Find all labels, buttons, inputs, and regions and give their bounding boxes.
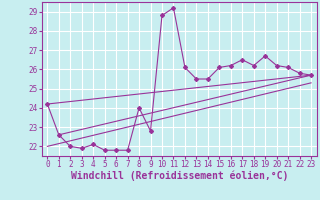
X-axis label: Windchill (Refroidissement éolien,°C): Windchill (Refroidissement éolien,°C) bbox=[70, 171, 288, 181]
